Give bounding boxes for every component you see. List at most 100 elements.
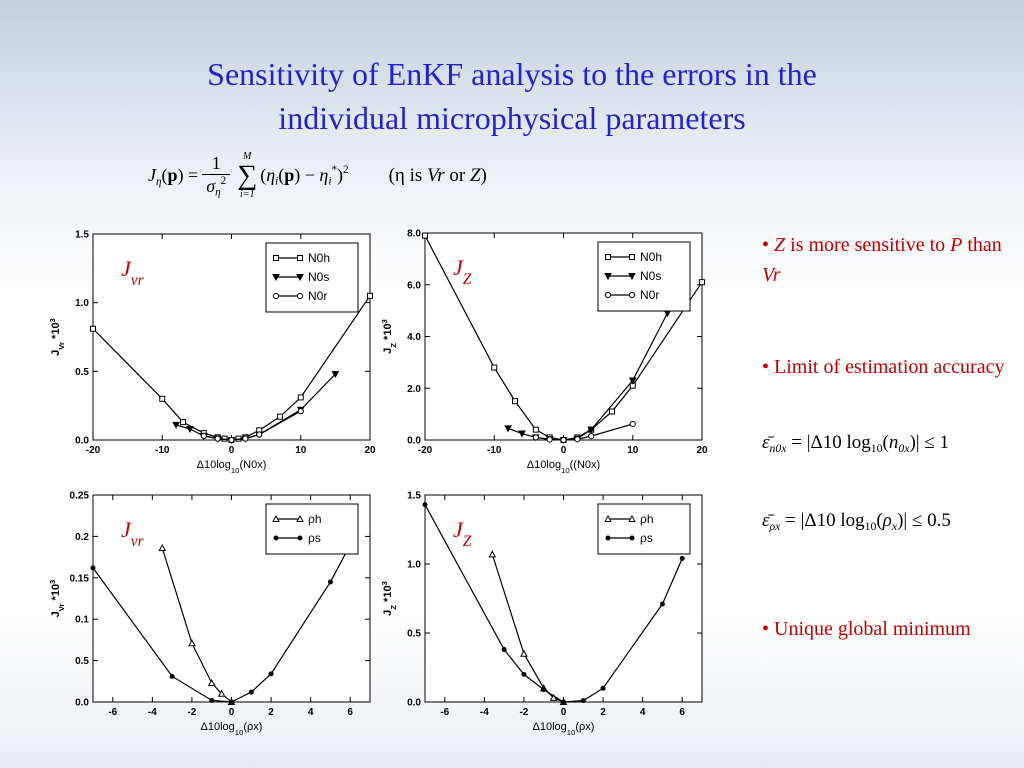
marker — [272, 292, 280, 300]
x-tick-label: -20 — [418, 445, 433, 456]
x-tick-label: 10 — [295, 445, 307, 456]
x-tick-label: 4 — [308, 707, 314, 718]
text-part: J — [382, 610, 394, 616]
legend: N0h N0s N0r — [265, 242, 359, 313]
marker — [273, 255, 279, 261]
text-part: *10 — [382, 585, 394, 605]
text-part: ε̄ — [762, 432, 770, 453]
marker — [276, 413, 283, 420]
text-part: 3 — [380, 319, 389, 323]
numerator: 1 — [211, 153, 221, 174]
text-part: vr — [131, 272, 145, 289]
text-part: Z — [463, 271, 472, 288]
text-part: *10 — [50, 584, 62, 604]
text-part: J — [121, 256, 132, 281]
marker — [628, 514, 636, 522]
y-tick-label: 4.0 — [407, 332, 421, 343]
x-tick-label: -6 — [108, 707, 117, 718]
marker — [580, 698, 586, 704]
title-line: Sensitivity of EnKF analysis to the erro… — [207, 56, 817, 92]
x-axis-label: Δ10log10(ρx) — [533, 721, 595, 737]
y-axis-label: JVr *103 — [48, 318, 66, 356]
marker — [188, 639, 196, 647]
text-part: i — [328, 175, 332, 188]
text-part: ( — [260, 164, 267, 185]
text-part: ( — [161, 164, 168, 185]
text-part: (N0x) — [239, 459, 266, 471]
text-part: i — [275, 175, 279, 188]
text-part: vr — [131, 533, 145, 550]
y-tick-label: 0.5 — [75, 656, 89, 667]
x-axis-label: Δ10log10(ρx) — [201, 721, 263, 737]
text-part: ((N0x) — [570, 459, 601, 471]
legend: ρh ρs — [597, 503, 691, 555]
marker — [604, 291, 612, 299]
marker — [256, 431, 263, 438]
marker — [501, 647, 507, 653]
text-part: )| ≤ 1 — [909, 432, 950, 453]
text-part: 0x — [898, 442, 910, 456]
text-part: 2 — [343, 164, 349, 177]
text-part: (η is — [388, 165, 428, 186]
x-tick-label: -4 — [480, 707, 489, 718]
text-part: Δ10log — [197, 459, 231, 471]
text-part: (ρx) — [575, 721, 594, 733]
x-tick-label: -2 — [187, 707, 196, 718]
y-tick-label: 0.15 — [70, 573, 90, 584]
text-part: 10 — [231, 466, 240, 475]
marker — [518, 430, 526, 438]
marker — [90, 565, 96, 571]
formula-note: (η is Vr or Z) — [389, 165, 487, 187]
marker — [422, 232, 428, 239]
text-part: p — [167, 164, 178, 185]
marker — [296, 274, 304, 282]
marker — [296, 292, 304, 300]
text-part: ( — [278, 164, 285, 185]
text-part: η — [319, 164, 329, 185]
marker — [422, 502, 428, 508]
sum-top: M — [243, 151, 252, 162]
marker — [561, 699, 566, 705]
text-part: 3 — [48, 580, 57, 584]
text-part: η — [215, 186, 221, 199]
marker — [180, 419, 187, 426]
marker — [629, 535, 635, 541]
text-part: 10 — [235, 728, 244, 737]
text-part: )| ≤ 0.5 — [897, 510, 951, 531]
formula-body: (ηi(p) − ηi*)2 — [260, 164, 348, 188]
marker — [604, 514, 612, 522]
legend-box — [265, 503, 359, 555]
y-tick-label: 0.0 — [407, 436, 421, 447]
text-part: Δ10log — [527, 459, 561, 471]
title-line: individual microphysical parameters — [278, 100, 746, 136]
text-part: ( — [876, 510, 883, 531]
text-part: or — [444, 165, 470, 186]
legend-label: ρh — [308, 512, 322, 526]
marker — [367, 292, 373, 299]
marker — [297, 255, 303, 261]
text-part: ε̄ — [762, 510, 770, 531]
y-axis-label: JZ *103 — [380, 581, 398, 616]
marker — [228, 436, 235, 444]
text-part: ) — [480, 165, 487, 186]
marker — [331, 371, 340, 379]
y-axis-label: JVr *103 — [48, 580, 66, 618]
text-part: J — [50, 611, 62, 617]
marker — [605, 254, 611, 260]
text-part: • Unique global minimum — [762, 618, 971, 640]
sum-sign: ∑ — [237, 160, 258, 191]
text-part: Vr — [427, 165, 445, 186]
y-tick-label: 0.5 — [407, 629, 421, 640]
text-part: *10 — [50, 322, 62, 342]
x-tick-label: -4 — [148, 707, 157, 718]
text-part: p — [284, 164, 295, 185]
legend-label: N0s — [308, 270, 329, 284]
marker — [574, 436, 581, 443]
marker — [520, 649, 528, 657]
annotation: JZ — [453, 255, 472, 288]
x-tick-label: -6 — [440, 707, 449, 718]
y-tick-label: 6.0 — [407, 280, 421, 291]
text-part: η — [266, 164, 276, 185]
